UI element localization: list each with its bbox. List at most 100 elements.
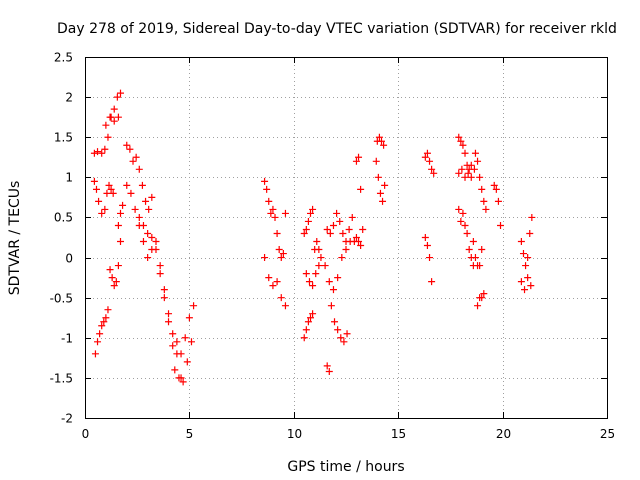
data-point (300, 229, 308, 237)
data-point (334, 326, 342, 334)
data-point (497, 221, 505, 229)
data-point (478, 294, 486, 302)
data-point (185, 314, 193, 322)
data-point (156, 270, 164, 278)
data-point (152, 246, 160, 254)
data-point (139, 238, 147, 246)
data-point (323, 362, 331, 370)
data-point (482, 205, 490, 213)
data-point (304, 217, 312, 225)
data-point (138, 181, 146, 189)
series-segment-d6 (323, 209, 356, 246)
data-point (114, 262, 122, 270)
data-point (343, 330, 351, 338)
data-point (309, 310, 317, 318)
series-segment-d8 (327, 302, 351, 346)
series-segment-g4 (471, 149, 490, 213)
series-segment-g5 (469, 238, 486, 270)
series-segment-d3 (302, 262, 323, 290)
data-point (428, 278, 436, 286)
data-point (522, 262, 530, 270)
data-point (340, 338, 348, 346)
data-point (277, 294, 285, 302)
data-point (336, 217, 344, 225)
y-tick-label: -2 (61, 412, 73, 426)
data-point (144, 229, 152, 237)
data-point (474, 157, 482, 165)
data-point (110, 105, 118, 113)
data-point (148, 193, 156, 201)
data-point (423, 149, 431, 157)
series-segment-b3 (135, 213, 185, 382)
data-point (325, 278, 333, 286)
series-segment-d1 (300, 205, 317, 237)
data-point (338, 254, 346, 262)
series-segment-b4 (169, 302, 198, 358)
data-point (357, 185, 365, 193)
data-point (103, 189, 111, 197)
data-point (165, 318, 173, 326)
data-point (464, 169, 472, 177)
series-segment-g6 (474, 290, 488, 310)
data-point (281, 209, 289, 217)
data-point (102, 314, 110, 322)
data-point (421, 234, 429, 241)
data-point (348, 213, 356, 221)
data-point (90, 177, 98, 185)
data-point (480, 290, 488, 298)
chart-title: Day 278 of 2019, Sidereal Day-to-day VTE… (57, 21, 617, 37)
y-tick-label: 1.5 (54, 131, 73, 145)
series-segment-d10 (350, 234, 365, 250)
y-tick-label: 1 (65, 171, 73, 185)
data-point (357, 242, 365, 250)
data-point (179, 378, 187, 386)
data-point (459, 209, 467, 217)
data-point (355, 153, 363, 161)
data-point (352, 157, 360, 165)
data-point (309, 205, 317, 213)
ticks (85, 57, 608, 419)
series-segment-a4 (91, 306, 112, 358)
tick-labels: 0 5 10 15 20 25 -2 -1.5 -1 -0.5 0 0.5 1 1.5 2 2.5 (50, 51, 616, 442)
series-segment-c1 (261, 177, 289, 262)
data-point (110, 117, 118, 125)
data-point (526, 229, 534, 237)
data-point (455, 133, 463, 141)
data-point (271, 213, 279, 221)
series-segment-g2 (455, 161, 478, 181)
data-point (132, 153, 140, 161)
series-segment-e1 (373, 133, 388, 149)
data-point (101, 145, 109, 153)
series-segment-b1 (123, 141, 156, 213)
data-point (494, 197, 502, 205)
data-point (127, 189, 135, 197)
data-point (478, 185, 486, 193)
series-segment-d2 (300, 310, 317, 342)
data-points (90, 89, 536, 386)
data-point (109, 189, 117, 197)
y-tick-label: 2 (65, 91, 73, 105)
data-point (273, 278, 281, 286)
data-point (139, 221, 147, 229)
data-point (145, 205, 153, 213)
data-point (455, 205, 463, 213)
data-point (277, 254, 285, 262)
data-point (421, 153, 429, 161)
data-point (379, 197, 387, 205)
data-point (467, 173, 475, 181)
data-point (327, 302, 335, 310)
data-point (305, 278, 313, 286)
y-tick-label: 2.5 (54, 51, 73, 65)
data-point (307, 209, 315, 217)
data-point (465, 246, 473, 254)
series-segment-h2 (517, 274, 535, 294)
data-point (102, 121, 110, 129)
y-tick-label: 0 (65, 252, 73, 266)
data-point (261, 254, 269, 262)
series-segment-b2 (123, 181, 173, 326)
data-point (339, 229, 347, 237)
data-point (169, 342, 177, 350)
data-point (302, 270, 310, 278)
data-point (312, 270, 320, 278)
data-point (173, 338, 181, 346)
